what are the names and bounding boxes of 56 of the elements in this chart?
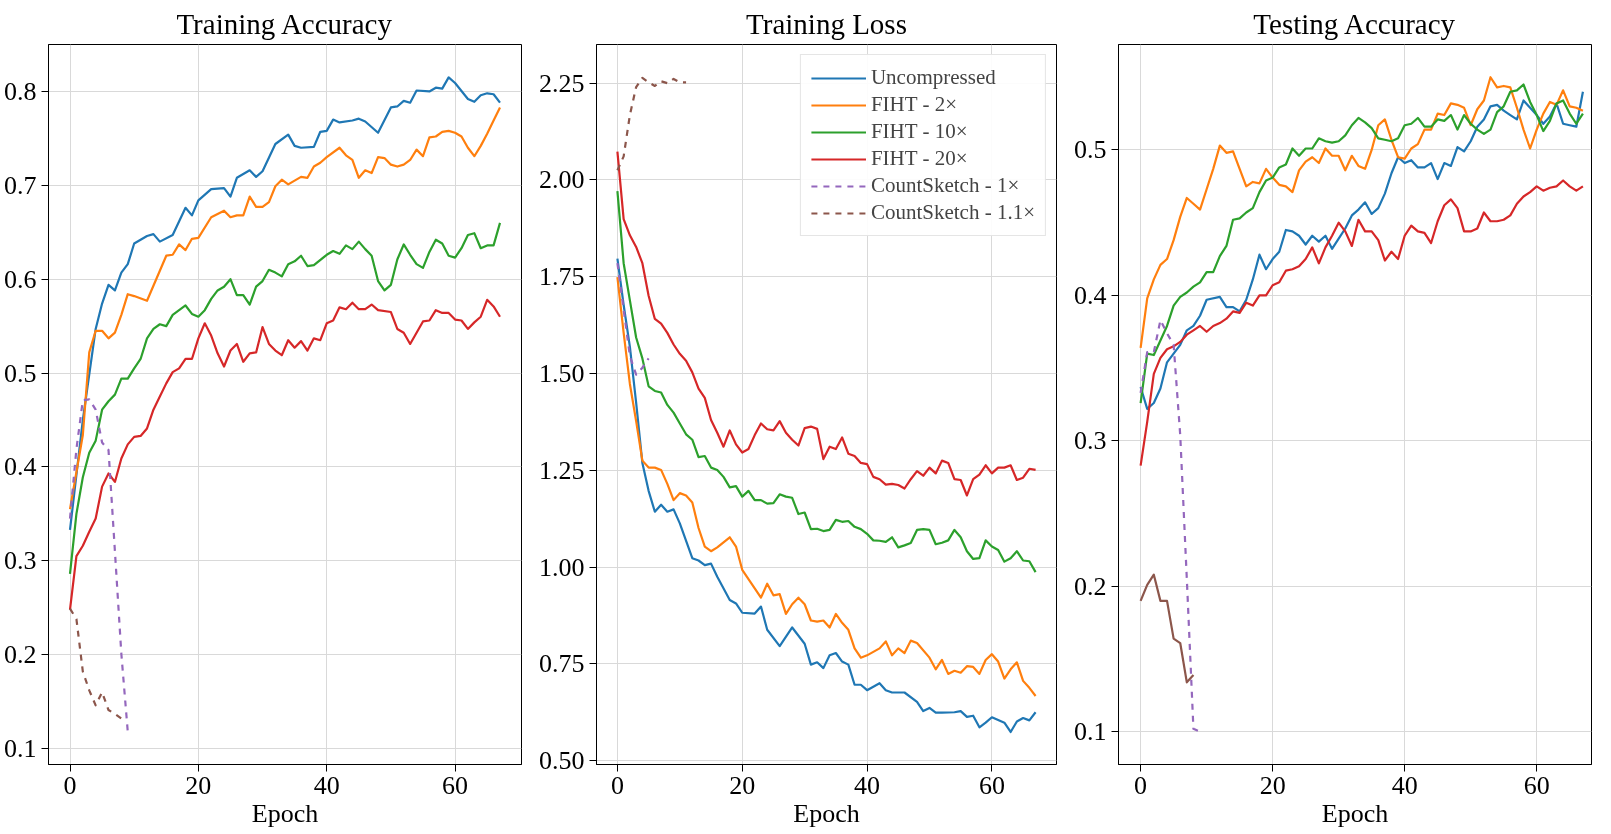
y-tick-label: 0.50: [539, 746, 585, 776]
y-tick-label: 0.75: [539, 649, 585, 679]
x-tick-label: 0: [1134, 770, 1148, 800]
line-series: [68, 607, 123, 720]
y-tick-label: 1.50: [539, 359, 585, 389]
legend-label: FIHT - 2×: [870, 92, 958, 117]
legend-label: CountSketch - 1×: [870, 173, 1020, 198]
legend-label: Uncompressed: [870, 65, 996, 90]
x-tick-label: 60: [978, 770, 1005, 800]
x-tick-label: 0: [610, 770, 624, 800]
line-series: [1139, 573, 1195, 684]
y-tick-label: 0.2: [1074, 571, 1107, 601]
legend-label: FIHT - 20×: [870, 146, 968, 171]
line-series: [1139, 179, 1585, 467]
line-series: [68, 398, 129, 733]
x-axis-title: Epoch: [251, 798, 319, 828]
legend-label: CountSketch - 1.1×: [870, 200, 1035, 225]
y-tick-label: 1.25: [539, 455, 585, 485]
x-tick-label: 60: [442, 770, 469, 800]
y-tick-label: 0.8: [4, 76, 37, 106]
y-tick-label: 0.6: [4, 264, 37, 294]
y-tick-label: 0.3: [1074, 426, 1107, 456]
legend-label: FIHT - 10×: [870, 119, 968, 144]
line-series: [616, 76, 688, 172]
x-tick-label: 60: [1523, 770, 1550, 800]
x-tick-label: 20: [729, 770, 756, 800]
y-tick-label: 0.7: [4, 170, 37, 200]
chart-title: Training Loss: [746, 7, 907, 40]
y-tick-label: 0.5: [4, 358, 37, 388]
y-tick-label: 2.25: [539, 68, 585, 98]
x-tick-label: 40: [313, 770, 340, 800]
line-series: [1139, 76, 1585, 349]
y-tick-label: 1.00: [539, 552, 585, 582]
y-tick-label: 2.00: [539, 165, 585, 195]
line-series: [616, 150, 1037, 497]
line-series: [68, 221, 502, 576]
y-tick-label: 0.2: [4, 640, 37, 670]
line-series: [68, 298, 502, 611]
x-tick-label: 40: [854, 770, 881, 800]
y-tick-label: 1.75: [539, 262, 585, 292]
x-tick-label: 20: [1259, 770, 1286, 800]
x-tick-label: 20: [185, 770, 212, 800]
line-series: [616, 262, 650, 376]
line-series: [616, 190, 1037, 574]
x-axis-title: Epoch: [1321, 798, 1389, 828]
x-tick-label: 40: [1391, 770, 1418, 800]
x-axis-title: Epoch: [793, 798, 860, 828]
x-tick-label: 0: [63, 770, 77, 800]
y-tick-label: 0.4: [4, 452, 37, 482]
y-tick-label: 0.1: [4, 734, 37, 764]
y-tick-label: 0.1: [1074, 717, 1107, 747]
y-tick-label: 0.3: [4, 546, 37, 576]
chart-title: Testing Accuracy: [1253, 7, 1456, 40]
y-tick-label: 0.5: [1074, 135, 1107, 165]
y-tick-label: 0.4: [1074, 280, 1107, 310]
chart-title: Training Accuracy: [176, 7, 393, 40]
